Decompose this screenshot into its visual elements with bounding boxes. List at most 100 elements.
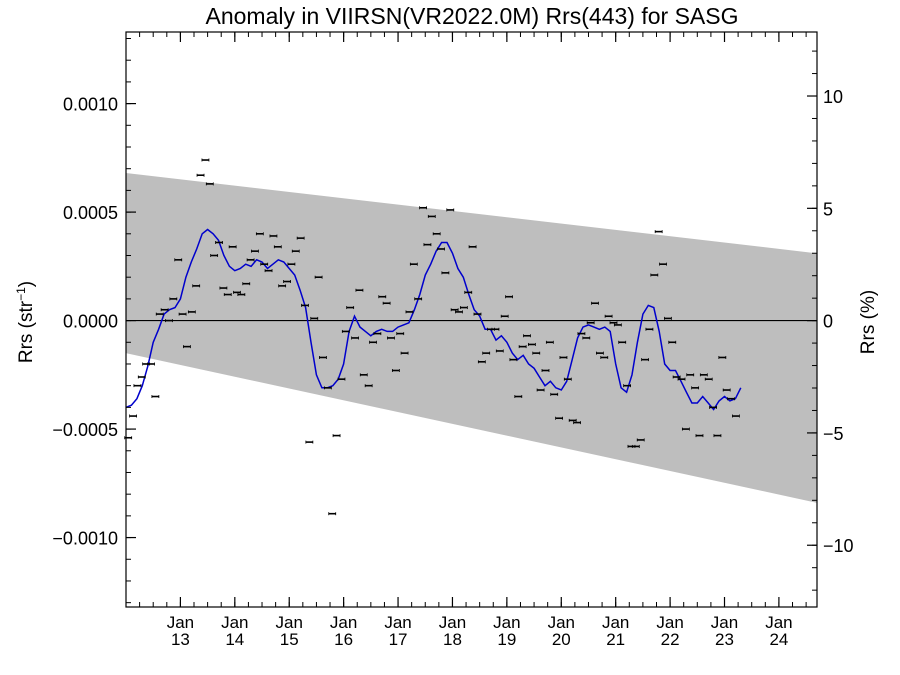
x-tick-label-year: 18 [443, 630, 462, 649]
data-point [419, 206, 427, 210]
x-tick-label-year: 16 [334, 630, 353, 649]
data-point [596, 351, 604, 355]
data-point [147, 362, 155, 366]
y-tick-label-left: 0.0010 [63, 95, 118, 115]
y-tick-label-left: −0.0010 [52, 529, 118, 549]
x-tick-label-month: Jan [602, 613, 629, 632]
x-tick-label-month: Jan [656, 613, 683, 632]
data-point [323, 386, 332, 390]
data-point [187, 310, 196, 314]
data-point [713, 434, 722, 438]
data-point [196, 173, 205, 177]
data-point [201, 158, 210, 162]
data-point [645, 327, 654, 331]
smoothed-series-layer [125, 228, 742, 411]
x-tick-label-month: Jan [711, 613, 738, 632]
data-point [332, 434, 341, 438]
data-point [355, 288, 364, 292]
data-point [509, 358, 518, 362]
data-point [459, 306, 468, 310]
data-point [468, 245, 477, 249]
data-point [215, 240, 223, 244]
data-point [305, 440, 314, 444]
data-point [450, 308, 459, 312]
data-point [704, 377, 713, 381]
x-tick-label-year: 21 [606, 630, 625, 649]
data-point [664, 316, 672, 320]
x-tick-label-year: 20 [552, 630, 571, 649]
data-point [328, 512, 337, 516]
data-point [464, 290, 473, 294]
data-point [437, 247, 445, 251]
data-point [473, 312, 482, 316]
data-point [314, 275, 323, 279]
data-point [568, 418, 577, 422]
x-tick-label-year: 22 [661, 630, 680, 649]
chart-title: Anomaly in VIIRSN(VR2022.0M) Rrs(443) fo… [205, 3, 738, 29]
y-tick-label-right: −10 [823, 536, 854, 556]
data-point [514, 395, 523, 399]
data-point [591, 301, 599, 305]
data-point [586, 321, 595, 325]
x-tick-label-month: Jan [276, 613, 303, 632]
data-point [246, 258, 255, 262]
data-point [573, 421, 581, 425]
data-point [183, 345, 191, 349]
data-point [255, 232, 264, 236]
data-point [359, 373, 368, 377]
x-tick-label-month: Jan [493, 613, 520, 632]
data-point [691, 386, 700, 390]
data-point [518, 345, 527, 349]
data-point [563, 377, 572, 381]
y-tick-label-right: 10 [823, 87, 843, 107]
data-point [337, 377, 346, 381]
data-point [373, 332, 382, 336]
x-tick-label-month: Jan [221, 613, 248, 632]
data-point [641, 358, 649, 362]
y-axis-label-base: Rrs (str [16, 300, 37, 363]
data-point [291, 249, 300, 253]
y-tick-label-left: 0.0005 [63, 203, 118, 223]
data-point [686, 373, 695, 377]
data-point [205, 182, 214, 186]
data-point [636, 438, 645, 442]
x-tick-label-month: Jan [167, 613, 194, 632]
data-point [654, 230, 663, 234]
data-point [223, 293, 232, 297]
data-point [174, 258, 183, 262]
data-point [550, 392, 559, 396]
data-point [301, 303, 309, 307]
data-point [414, 297, 423, 301]
data-point [400, 351, 409, 355]
data-point [577, 332, 586, 336]
uncertainty-band [126, 173, 817, 503]
data-point [423, 243, 432, 247]
data-point [178, 312, 187, 316]
data-point [269, 234, 278, 238]
data-point [555, 416, 563, 420]
x-tick-label-year: 14 [225, 630, 244, 649]
x-tick-label-year: 15 [280, 630, 299, 649]
x-tick-label-month: Jan [765, 613, 792, 632]
data-point [732, 414, 740, 418]
data-point [559, 355, 568, 359]
y-tick-label-left: 0.0000 [63, 312, 118, 332]
data-point [505, 295, 513, 299]
data-point [346, 306, 355, 310]
data-point [242, 282, 251, 286]
data-point [699, 373, 708, 377]
data-point [310, 316, 319, 320]
data-point [351, 336, 359, 340]
data-point [137, 375, 146, 379]
data-point [296, 236, 305, 240]
data-point [668, 340, 677, 344]
axes-layer: 0.0010 0.0005 0.0000 −0.0005 −0.0010 10 5 0 −5 −1… [52, 31, 854, 649]
data-point [536, 388, 545, 392]
x-tick-label-year: 17 [389, 630, 408, 649]
data-point [151, 395, 160, 399]
data-point [364, 384, 373, 388]
y-axis-label-left: Rrs (str−1) [14, 281, 37, 363]
data-point [264, 269, 273, 273]
data-point [446, 208, 455, 212]
data-point [609, 321, 618, 325]
